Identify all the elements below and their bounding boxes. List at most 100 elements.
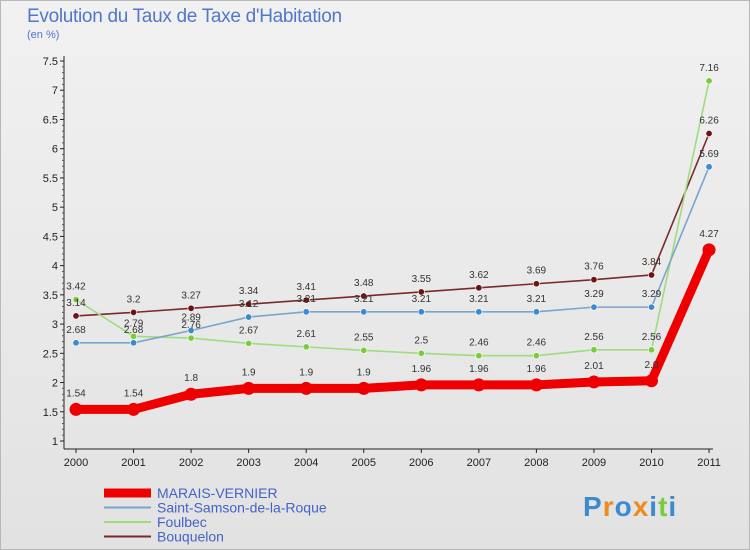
y-tick-label: 3 <box>52 319 58 331</box>
series-line-1 <box>75 166 710 344</box>
x-tick-label: 2001 <box>121 457 145 469</box>
data-label-2: 2.46 <box>469 338 489 349</box>
data-point-2 <box>417 349 425 357</box>
brand-letter: r <box>602 491 615 522</box>
data-label-3: 6.26 <box>699 115 719 126</box>
x-tick-label: 2000 <box>64 457 88 469</box>
data-point-1 <box>360 308 368 316</box>
data-point-2 <box>647 346 655 354</box>
data-label-3: 3.48 <box>354 278 374 289</box>
data-point-1 <box>532 308 540 316</box>
data-label-1: 3.21 <box>412 294 432 305</box>
data-point-1 <box>647 303 655 311</box>
brand-letter: i <box>668 491 678 522</box>
data-point-1 <box>245 313 253 321</box>
y-tick-label: 2.5 <box>43 348 58 360</box>
data-point-1 <box>130 339 138 347</box>
data-point-1 <box>417 308 425 316</box>
data-point-1 <box>187 327 195 335</box>
data-point-1 <box>72 339 80 347</box>
data-label-3: 3.34 <box>239 286 259 297</box>
data-point-0 <box>414 378 428 392</box>
y-tick-label: 1.5 <box>43 407 58 419</box>
x-tick-label: 2007 <box>467 457 491 469</box>
data-label-2: 2.5 <box>414 335 428 346</box>
x-tick-label: 2005 <box>352 457 376 469</box>
data-label-2: 2.79 <box>124 318 144 329</box>
data-label-3: 3.27 <box>181 290 201 301</box>
data-point-0 <box>69 402 83 416</box>
x-tick-label: 2003 <box>236 457 260 469</box>
legend-label: MARAIS-VERNIER <box>157 485 278 501</box>
data-point-3 <box>245 300 253 308</box>
y-tick-label: 7 <box>52 85 58 97</box>
y-tick-label: 1 <box>52 436 58 448</box>
data-point-0 <box>357 381 371 395</box>
data-point-2 <box>187 334 195 342</box>
data-label-0: 2.01 <box>584 361 604 372</box>
series-line-3 <box>75 132 710 317</box>
data-point-3 <box>72 312 80 320</box>
data-point-3 <box>360 292 368 300</box>
legend-label: Foulbec <box>157 514 207 530</box>
data-label-0: 4.27 <box>699 229 719 240</box>
data-point-1 <box>302 308 310 316</box>
x-tick-label: 2011 <box>697 457 721 469</box>
data-label-0: 1.54 <box>66 388 86 399</box>
data-point-1 <box>590 303 598 311</box>
y-tick-label: 4.5 <box>43 231 58 243</box>
brand-letter: i <box>649 491 659 522</box>
data-label-0: 1.54 <box>124 388 144 399</box>
series-line-2 <box>75 80 710 357</box>
data-label-2: 2.56 <box>642 332 662 343</box>
brand-letter: t <box>658 491 669 522</box>
data-point-3 <box>532 280 540 288</box>
data-point-3 <box>130 308 138 316</box>
data-label-1: 3.29 <box>642 289 662 300</box>
data-point-2 <box>302 343 310 351</box>
data-label-0: 1.9 <box>299 367 313 378</box>
data-label-1: 3.29 <box>584 289 604 300</box>
data-label-2: 2.56 <box>584 332 604 343</box>
x-tick-label: 2004 <box>294 457 318 469</box>
data-point-2 <box>245 339 253 347</box>
data-point-0 <box>242 381 256 395</box>
data-label-1: 2.68 <box>124 325 144 336</box>
data-label-3: 3.84 <box>642 257 662 268</box>
data-point-0 <box>645 374 658 388</box>
data-label-2: 2.46 <box>527 338 547 349</box>
data-point-0 <box>529 378 543 392</box>
data-point-2 <box>705 77 713 85</box>
data-label-1: 3.21 <box>354 294 374 305</box>
data-label-1: 3.21 <box>469 294 489 305</box>
y-tick-label: 5 <box>52 202 58 214</box>
brand-letter: P <box>583 491 603 522</box>
data-label-3: 3.14 <box>66 298 86 309</box>
data-label-2: 3.42 <box>66 282 86 293</box>
data-point-2 <box>475 352 483 360</box>
series-line-0 <box>71 245 714 414</box>
data-point-1 <box>475 308 483 316</box>
brand-letter: x <box>632 491 650 522</box>
data-point-0 <box>127 402 141 416</box>
data-label-3: 3.55 <box>412 274 432 285</box>
data-point-2 <box>360 346 368 354</box>
chart-title: Evolution du Taux de Taxe d'Habitation <box>27 6 342 27</box>
data-label-3: 3.2 <box>127 294 141 305</box>
data-point-3 <box>187 304 195 312</box>
data-label-2: 2.76 <box>181 320 201 331</box>
y-tick-label: 3.5 <box>43 290 58 302</box>
data-point-3 <box>647 271 655 279</box>
data-label-2: 7.16 <box>699 63 719 74</box>
data-point-1 <box>705 163 713 171</box>
chart-subtitle: (en %) <box>27 29 60 41</box>
data-label-3: 3.76 <box>584 262 604 273</box>
data-label-3: 3.69 <box>527 266 547 277</box>
y-tick-label: 5.5 <box>43 173 58 185</box>
data-label-0: 1.96 <box>469 364 489 375</box>
data-label-0: 1.9 <box>242 367 256 378</box>
data-label-1: 3.21 <box>527 294 547 305</box>
legend-label: Saint-Samson-de-la-Roque <box>157 500 327 516</box>
legend-label: Bouquelon <box>157 529 224 545</box>
